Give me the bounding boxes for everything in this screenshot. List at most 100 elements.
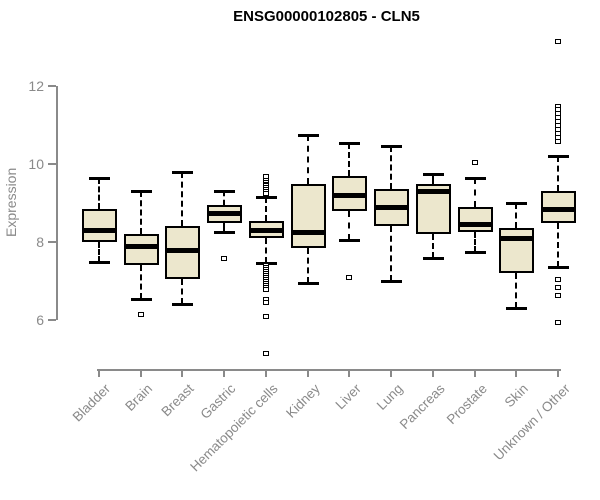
whisker-cap-high-bladder (89, 177, 110, 180)
outlier-point-hematopoietic-cells (263, 287, 269, 292)
y-tick (48, 85, 56, 87)
median-unknown-other (543, 207, 574, 212)
x-tick (348, 370, 350, 377)
whisker-cap-low-bladder (89, 261, 110, 264)
median-liver (334, 193, 365, 198)
x-tick (265, 370, 267, 377)
whisker-lower-bladder (98, 242, 100, 262)
whisker-cap-high-lung (381, 145, 402, 148)
y-tick-label: 8 (36, 234, 44, 250)
whisker-cap-low-breast (172, 303, 193, 306)
x-tick (181, 370, 183, 377)
outlier-point-hematopoietic-cells (263, 351, 269, 356)
whisker-lower-lung (390, 226, 392, 281)
median-skin (501, 236, 532, 241)
whisker-upper-bladder (98, 178, 100, 209)
y-tick-label: 6 (36, 312, 44, 328)
whisker-lower-liver (348, 211, 350, 240)
outlier-point-unknown-other (555, 293, 561, 298)
x-tick-label-pancreas: Pancreas (396, 381, 448, 432)
whisker-cap-high-breast (172, 171, 193, 174)
whisker-cap-low-gastric (214, 231, 235, 234)
x-tick (474, 370, 476, 377)
outlier-point-unknown-other (555, 320, 561, 325)
whisker-lower-prostate (474, 232, 476, 252)
x-tick-label-skin: Skin (501, 381, 531, 411)
whisker-lower-pancreas (432, 234, 434, 258)
box-kidney (291, 184, 326, 248)
x-tick (515, 370, 517, 377)
whisker-cap-high-unknown-other (548, 155, 569, 158)
whisker-upper-skin (515, 203, 517, 228)
x-tick-label-liver: Liver (332, 381, 364, 413)
box-skin (499, 228, 534, 273)
x-tick-label-lung: Lung (373, 381, 406, 413)
whisker-upper-unknown-other (557, 156, 559, 191)
whisker-cap-high-hematopoietic-cells (256, 196, 277, 199)
x-tick-label-gastric: Gastric (197, 381, 239, 422)
x-tick-label-bladder: Bladder (70, 381, 114, 425)
x-tick (140, 370, 142, 377)
x-tick (223, 370, 225, 377)
outlier-point-unknown-other (555, 39, 561, 44)
chart-title: ENSG00000102805 - CLN5 (233, 8, 420, 25)
y-tick (48, 163, 56, 165)
box-prostate (458, 207, 493, 232)
median-brain (126, 244, 157, 249)
whisker-lower-unknown-other (557, 223, 559, 267)
median-kidney (293, 230, 324, 235)
outlier-point-gastric (221, 256, 227, 261)
whisker-cap-high-liver (339, 142, 360, 145)
outlier-point-prostate (472, 160, 478, 165)
whisker-cap-high-brain (131, 190, 152, 193)
median-prostate (460, 222, 491, 227)
x-tick-label-brain: Brain (122, 381, 156, 414)
y-tick (48, 241, 56, 243)
whisker-cap-high-pancreas (423, 173, 444, 176)
whisker-lower-kidney (307, 248, 309, 283)
median-breast (167, 248, 198, 253)
y-tick (48, 319, 56, 321)
whisker-lower-skin (515, 273, 517, 308)
outlier-point-hematopoietic-cells (263, 314, 269, 319)
x-tick (390, 370, 392, 377)
whisker-cap-high-gastric (214, 190, 235, 193)
median-pancreas (418, 189, 449, 194)
whisker-cap-low-pancreas (423, 257, 444, 260)
box-brain (124, 234, 159, 265)
x-tick-label-unknown-other: Unknown / Other (490, 381, 573, 464)
whisker-lower-breast (181, 279, 183, 304)
x-axis-line (97, 369, 561, 371)
x-tick-label-prostate: Prostate (443, 381, 490, 428)
whisker-cap-low-brain (131, 298, 152, 301)
x-tick-label-kidney: Kidney (282, 381, 323, 421)
median-hematopoietic-cells (251, 228, 282, 233)
y-axis-line (56, 86, 58, 320)
whisker-upper-brain (140, 191, 142, 234)
whisker-upper-breast (181, 172, 183, 226)
whisker-upper-gastric (223, 191, 225, 205)
outlier-point-brain (138, 312, 144, 317)
whisker-lower-gastric (223, 223, 225, 232)
box-bladder (82, 209, 117, 242)
outlier-point-hematopoietic-cells (263, 191, 269, 196)
whisker-cap-low-liver (339, 239, 360, 242)
outlier-point-hematopoietic-cells (263, 300, 269, 305)
whisker-upper-prostate (474, 178, 476, 207)
whisker-cap-low-lung (381, 280, 402, 283)
whisker-upper-pancreas (432, 174, 434, 184)
x-tick (557, 370, 559, 377)
outlier-point-liver (346, 275, 352, 280)
median-gastric (209, 211, 240, 216)
whisker-lower-brain (140, 265, 142, 299)
y-tick-label: 12 (28, 78, 44, 94)
whisker-cap-low-prostate (465, 251, 486, 254)
x-tick (98, 370, 100, 377)
median-lung (376, 205, 407, 210)
whisker-lower-hematopoietic-cells (265, 238, 267, 263)
outlier-point-unknown-other (555, 285, 561, 290)
outlier-point-unknown-other (555, 277, 561, 282)
whisker-cap-low-kidney (298, 282, 319, 285)
